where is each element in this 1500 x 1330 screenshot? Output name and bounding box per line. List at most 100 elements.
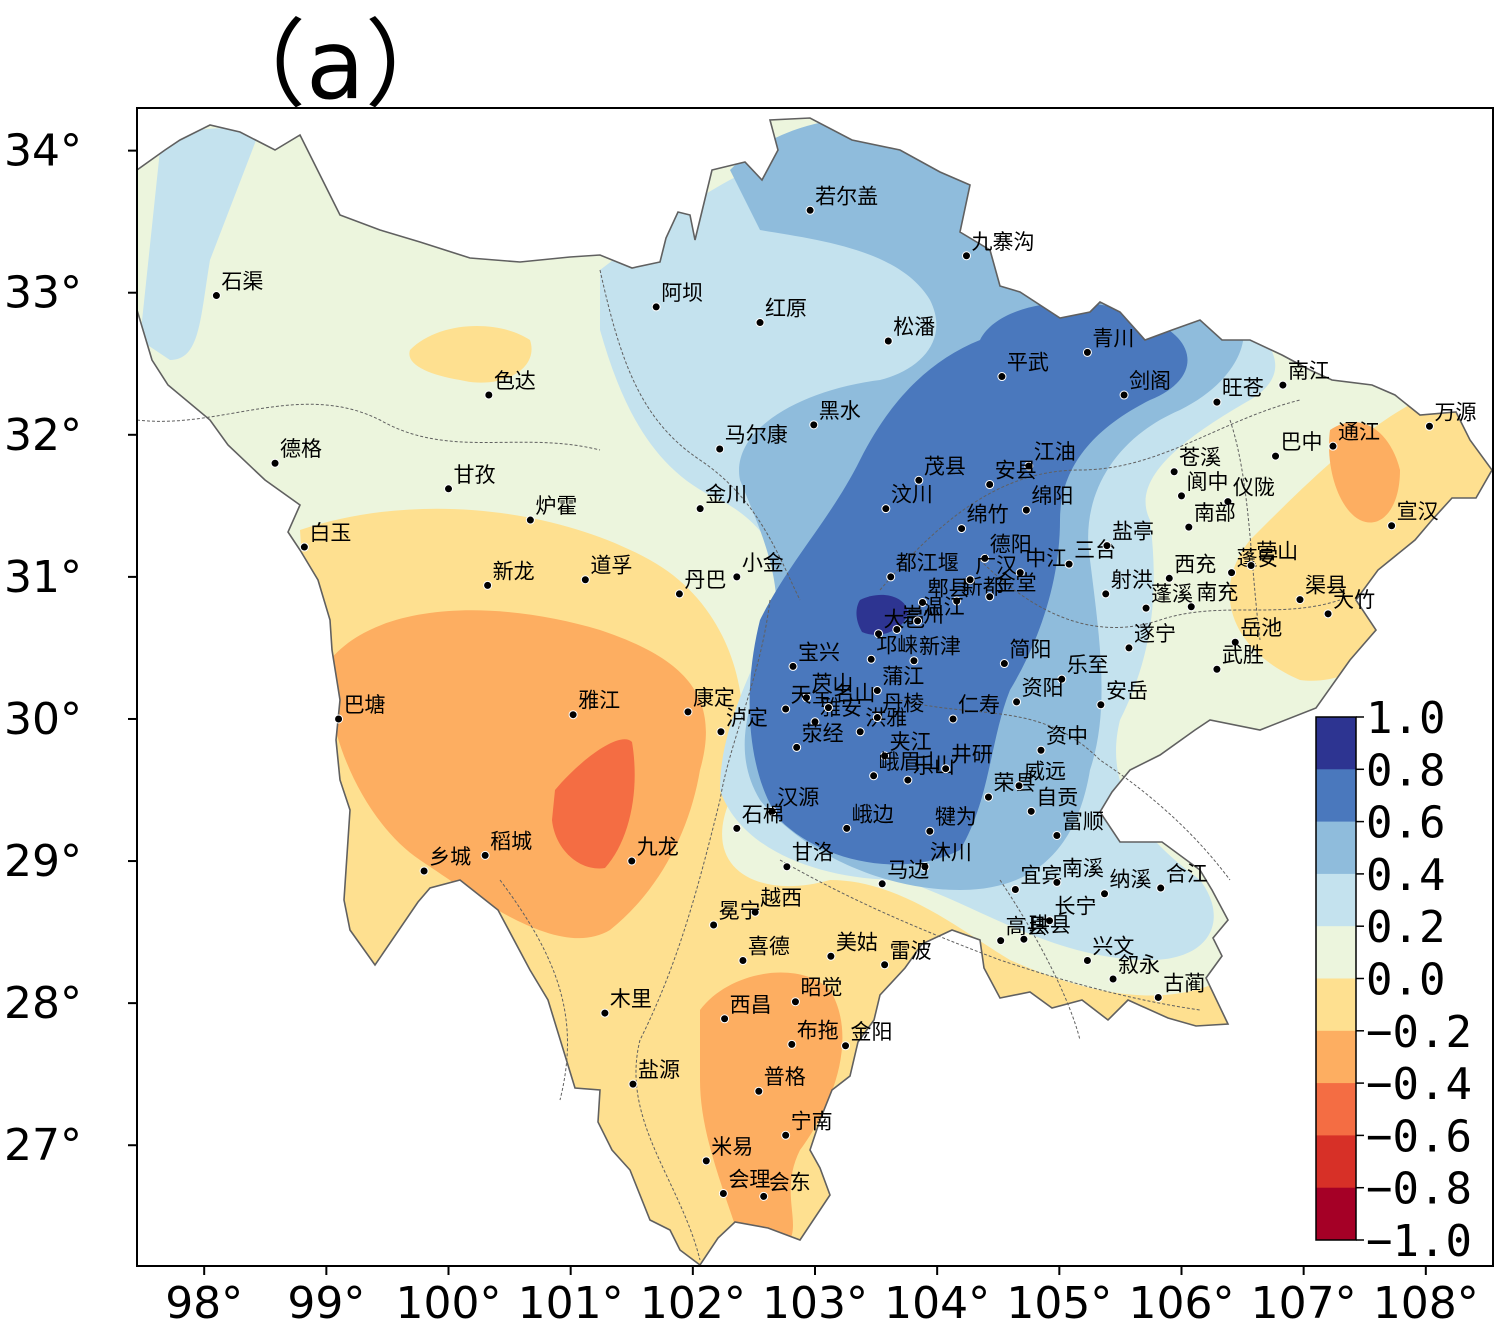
station-dot bbox=[781, 1130, 791, 1140]
station-label: 仁寿 bbox=[958, 693, 1000, 717]
station-label: 三台 bbox=[1074, 538, 1116, 562]
station-label: 苍溪 bbox=[1179, 446, 1221, 470]
station-dot bbox=[980, 553, 990, 563]
station-label: 越西 bbox=[760, 886, 802, 910]
station-label: 雷波 bbox=[890, 939, 932, 963]
station-label: 石渠 bbox=[221, 270, 263, 294]
station-dot bbox=[483, 580, 493, 590]
station-label: 汉源 bbox=[777, 785, 819, 809]
station-dot bbox=[716, 727, 726, 737]
station-dot bbox=[651, 302, 661, 312]
station-dot bbox=[892, 624, 902, 634]
colorbar-segment bbox=[1316, 769, 1356, 823]
station-dot bbox=[788, 661, 798, 671]
station-dot bbox=[480, 850, 490, 860]
contour-zone bbox=[856, 594, 908, 635]
station-label: 安岳 bbox=[1106, 679, 1148, 703]
station-label: 兴文 bbox=[1092, 935, 1134, 959]
contour-zone bbox=[700, 972, 843, 1240]
station-dot bbox=[823, 703, 833, 713]
station-label: 泸定 bbox=[726, 706, 768, 730]
station-label: 荣县 bbox=[993, 771, 1035, 795]
station-dot bbox=[674, 589, 684, 599]
y-tick-label: 29° bbox=[4, 836, 82, 887]
station-label: 木里 bbox=[610, 987, 652, 1011]
station-dot bbox=[1246, 561, 1256, 571]
station-label: 红原 bbox=[765, 297, 807, 321]
colorbar-label: 0.6 bbox=[1366, 798, 1445, 849]
station-label: 阆中 bbox=[1186, 470, 1228, 494]
station-label: 高县 bbox=[1006, 915, 1048, 939]
station-dot bbox=[718, 1189, 728, 1199]
station-dot bbox=[841, 1041, 851, 1051]
colorbar-segment bbox=[1316, 978, 1356, 1032]
station-dot bbox=[738, 956, 748, 966]
colorbar-label: 0.4 bbox=[1366, 850, 1445, 901]
station-dot bbox=[1108, 974, 1118, 984]
station-label: 炉霍 bbox=[535, 494, 577, 518]
station-dot bbox=[952, 596, 962, 606]
y-tick-label: 30° bbox=[4, 694, 82, 745]
station-label: 白玉 bbox=[309, 521, 351, 545]
station-dot bbox=[985, 480, 995, 490]
station-label: 甘孜 bbox=[454, 463, 496, 487]
station-label: 天全 bbox=[791, 683, 833, 707]
station-label: 岳池 bbox=[1240, 616, 1282, 640]
station-dot bbox=[881, 504, 891, 514]
station-dot bbox=[920, 862, 930, 872]
station-label: 遂宁 bbox=[1134, 622, 1176, 646]
station-label: 芦山 bbox=[811, 672, 853, 696]
station-label: 黑水 bbox=[819, 399, 861, 423]
y-tick-label: 34° bbox=[4, 126, 82, 177]
station-label: 会东 bbox=[769, 1170, 811, 1194]
station-dot bbox=[1019, 934, 1029, 944]
x-tick-label: 103° bbox=[762, 1278, 868, 1329]
station-dot bbox=[941, 764, 951, 774]
station-dot bbox=[1015, 568, 1025, 578]
station-label: 若尔盖 bbox=[815, 184, 878, 208]
colorbar-label: −0.4 bbox=[1366, 1059, 1472, 1110]
station-dot bbox=[1102, 541, 1112, 551]
station-label: 九寨沟 bbox=[971, 230, 1034, 254]
station-dot bbox=[1012, 697, 1022, 707]
x-tick-label: 100° bbox=[396, 1278, 502, 1329]
station-dot bbox=[701, 1156, 711, 1166]
station-dot bbox=[525, 515, 535, 525]
station-label: 小金 bbox=[742, 551, 784, 575]
station-label: 旺苍 bbox=[1222, 376, 1264, 400]
colorbar-label: 0.8 bbox=[1366, 745, 1445, 796]
station-label: 绵阳 bbox=[1031, 484, 1073, 508]
station-dot bbox=[883, 336, 893, 346]
station-label: 洪雅 bbox=[865, 706, 907, 730]
station-dot bbox=[444, 484, 454, 494]
station-dot bbox=[1124, 643, 1134, 653]
station-label: 犍为 bbox=[935, 805, 977, 829]
station-label: 巴塘 bbox=[344, 693, 386, 717]
station-dot bbox=[627, 856, 637, 866]
station-label: 青川 bbox=[1092, 326, 1134, 350]
station-label: 崇州 bbox=[902, 603, 944, 627]
station-label: 德阳 bbox=[990, 532, 1032, 556]
station-dot bbox=[880, 751, 890, 761]
station-dot bbox=[782, 862, 792, 872]
station-dot bbox=[787, 1039, 797, 1049]
contour-zone bbox=[552, 739, 635, 869]
station-label: 绵竹 bbox=[967, 503, 1009, 527]
station-label: 郫县 bbox=[928, 576, 970, 600]
station-dot bbox=[925, 826, 935, 836]
station-dot bbox=[792, 742, 802, 752]
station-dot bbox=[695, 504, 705, 514]
station-label: 阿坝 bbox=[661, 281, 703, 305]
station-dot bbox=[948, 714, 958, 724]
station-label: 简阳 bbox=[1009, 638, 1051, 662]
contour-zone bbox=[409, 326, 532, 383]
station-dot bbox=[914, 475, 924, 485]
station-label: 冕宁 bbox=[719, 899, 761, 923]
x-tick-label: 104° bbox=[884, 1278, 990, 1329]
station-dot bbox=[826, 951, 836, 961]
station-label: 马尔康 bbox=[725, 423, 788, 447]
station-dot bbox=[1153, 992, 1163, 1002]
station-dot bbox=[1176, 491, 1186, 501]
station-dot bbox=[1014, 781, 1024, 791]
station-label: 汶川 bbox=[891, 483, 933, 507]
